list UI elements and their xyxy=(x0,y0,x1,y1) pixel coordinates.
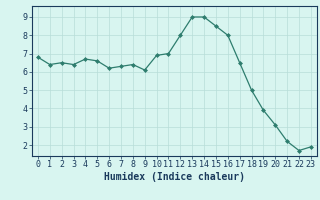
X-axis label: Humidex (Indice chaleur): Humidex (Indice chaleur) xyxy=(104,172,245,182)
